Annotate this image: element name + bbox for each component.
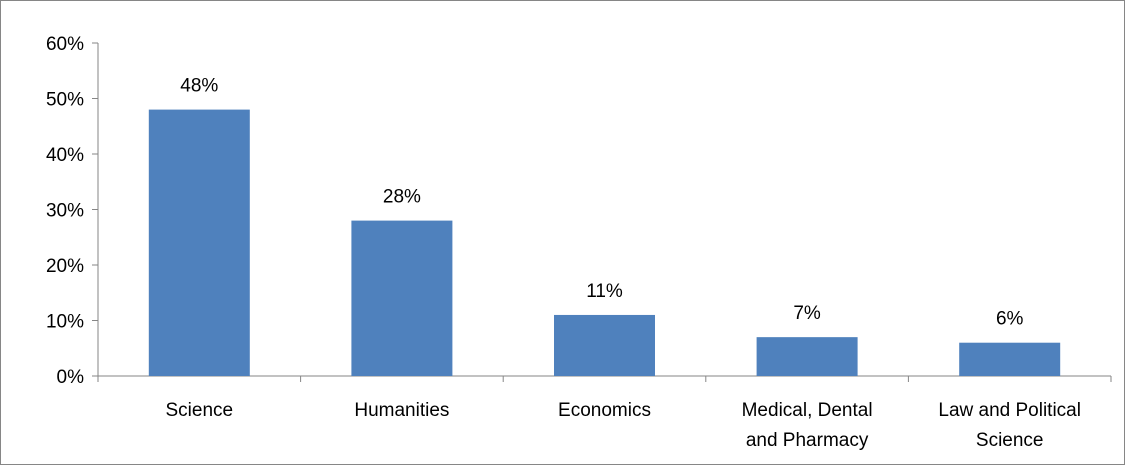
data-label: 6% [996,309,1024,330]
bar [756,337,858,376]
y-tick-label: 40% [46,145,84,166]
bar [351,220,453,376]
x-category-label-line: Economics [558,400,651,421]
y-tick-label: 10% [46,312,84,333]
data-label: 7% [793,303,821,324]
data-label: 11% [586,281,623,302]
bar [554,314,655,376]
x-category-label-line: Science [976,430,1044,451]
bar [959,342,1061,376]
data-labels: 48% 28% 11% 7% 6% [180,76,1023,330]
y-tick-label: 50% [46,90,84,111]
x-category-label: Humanities [354,400,449,421]
y-tick-label: 30% [46,201,84,222]
x-category-label: Science [165,400,233,421]
data-label: 48% [180,76,218,97]
x-axis [97,375,1112,382]
category-labels: Science Humanities Economics Medical, Denta… [165,400,1081,451]
x-category-label-line: Medical, Dental [742,400,873,421]
x-category-label-line: Law and Political [938,400,1081,421]
y-axis: 0% 10% 20% 30% 40% 50% 60% [46,34,99,388]
y-tick-label: 0% [57,367,85,388]
x-category-label-line: Science [165,400,233,421]
x-category-label-line: Humanities [354,400,449,421]
y-tick-label: 20% [46,256,84,277]
x-category-label: Economics [558,400,651,421]
x-category-label-line: and Pharmacy [746,430,869,451]
bar [148,109,250,376]
y-tick-label: 60% [46,34,84,55]
data-label: 28% [383,187,421,208]
x-category-label: Law and Political Science [938,400,1081,451]
bars [148,109,1061,376]
x-category-label: Medical, Dental and Pharmacy [742,400,873,451]
